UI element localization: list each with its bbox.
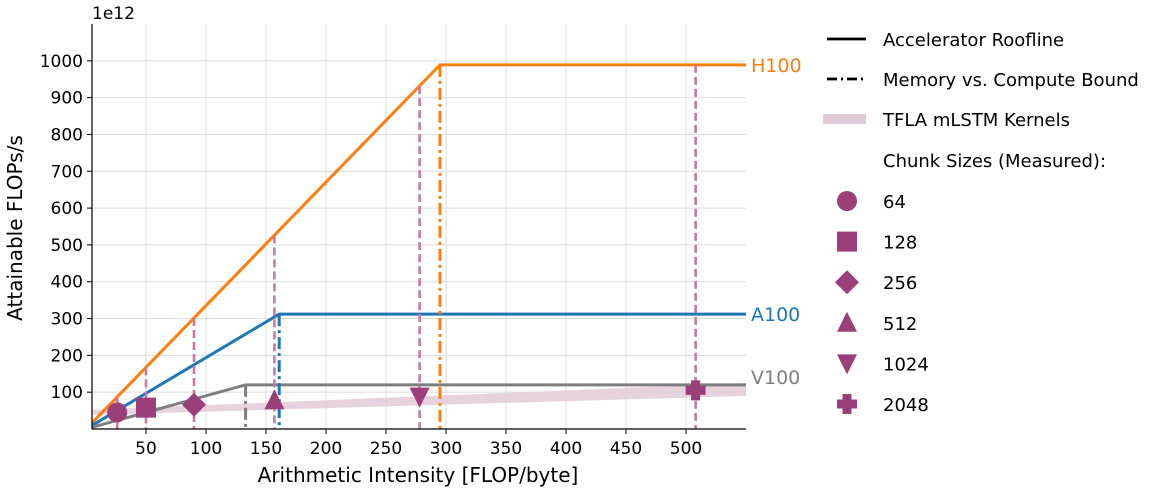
legend-chunk-entries: 64 128 256 512 1024 2048: [835, 191, 929, 416]
legend-marker-256: [835, 270, 859, 295]
measured-point-2048: [685, 380, 706, 401]
legend-chunk-label-1024: 1024: [883, 354, 929, 375]
ridge-line-layer: [244, 64, 442, 429]
legend-chunk-label-512: 512: [883, 314, 917, 335]
legend-marker-128: [837, 231, 857, 252]
measured-dropline-layer: [115, 64, 697, 429]
legend-roofline-label: Accelerator Roofline: [883, 30, 1064, 51]
x-axis-title: Arithmetic Intensity [FLOP/byte]: [258, 463, 579, 487]
roofline-label-v100: V100: [751, 367, 800, 389]
y-tick-label: 200: [51, 346, 83, 366]
y-axis-title: Attainable FLOPs/s: [3, 135, 27, 321]
x-tick-label: 100: [190, 439, 222, 459]
y-tick-label: 500: [51, 236, 83, 256]
legend-marker-1024: [837, 354, 857, 375]
y-tick-label: 700: [51, 162, 83, 182]
x-tick-label: 250: [370, 439, 402, 459]
y-tick-label: 300: [51, 310, 83, 330]
measured-point-256: [182, 392, 206, 417]
x-tick-label: 400: [550, 439, 582, 459]
x-tick-label: 200: [310, 439, 342, 459]
axes: [87, 24, 746, 434]
legend-chunk-label-256: 256: [883, 273, 917, 294]
y-tick-label: 900: [51, 89, 83, 109]
series-labels: H100 A100 V100: [751, 55, 802, 389]
roofline-label-h100: H100: [751, 55, 802, 77]
legend-chunk-label-64: 64: [883, 192, 906, 213]
y-tick-label: 1000: [40, 52, 83, 72]
x-tick-label: 450: [610, 439, 642, 459]
y-tick-label: 100: [51, 383, 83, 403]
measured-point-128: [136, 397, 156, 418]
roofline-label-a100: A100: [751, 304, 800, 326]
tick-labels: 50 100 150 200 250 300 350 400 450 500 100 200 300 40…: [40, 52, 702, 459]
legend-kernels-label: TFLA mLSTM Kernels: [882, 110, 1070, 131]
measured-marker-layer: [107, 380, 706, 423]
y-offset-label: 1e12: [92, 4, 135, 24]
x-tick-label: 350: [490, 439, 522, 459]
y-tick-label: 400: [51, 273, 83, 293]
legend-marker-64: [837, 191, 857, 211]
x-tick-label: 50: [135, 439, 157, 459]
measured-point-64: [107, 402, 128, 423]
y-tick-label: 600: [51, 199, 83, 219]
x-tick-label: 500: [670, 439, 702, 459]
legend-marker-2048: [837, 394, 857, 414]
legend-marker-512: [837, 311, 857, 332]
legend-chunk-header: Chunk Sizes (Measured):: [883, 151, 1106, 172]
measured-point-1024: [409, 387, 430, 408]
x-tick-label: 300: [430, 439, 462, 459]
y-tick-label: 800: [51, 125, 83, 145]
legend-bound-label: Memory vs. Compute Bound: [883, 70, 1139, 91]
legend: Accelerator Roofline Memory vs. Compute …: [823, 30, 1139, 416]
measured-point-512: [264, 389, 285, 410]
legend-chunk-label-2048: 2048: [883, 395, 929, 416]
x-tick-label: 150: [250, 439, 282, 459]
legend-chunk-label-128: 128: [883, 233, 917, 254]
